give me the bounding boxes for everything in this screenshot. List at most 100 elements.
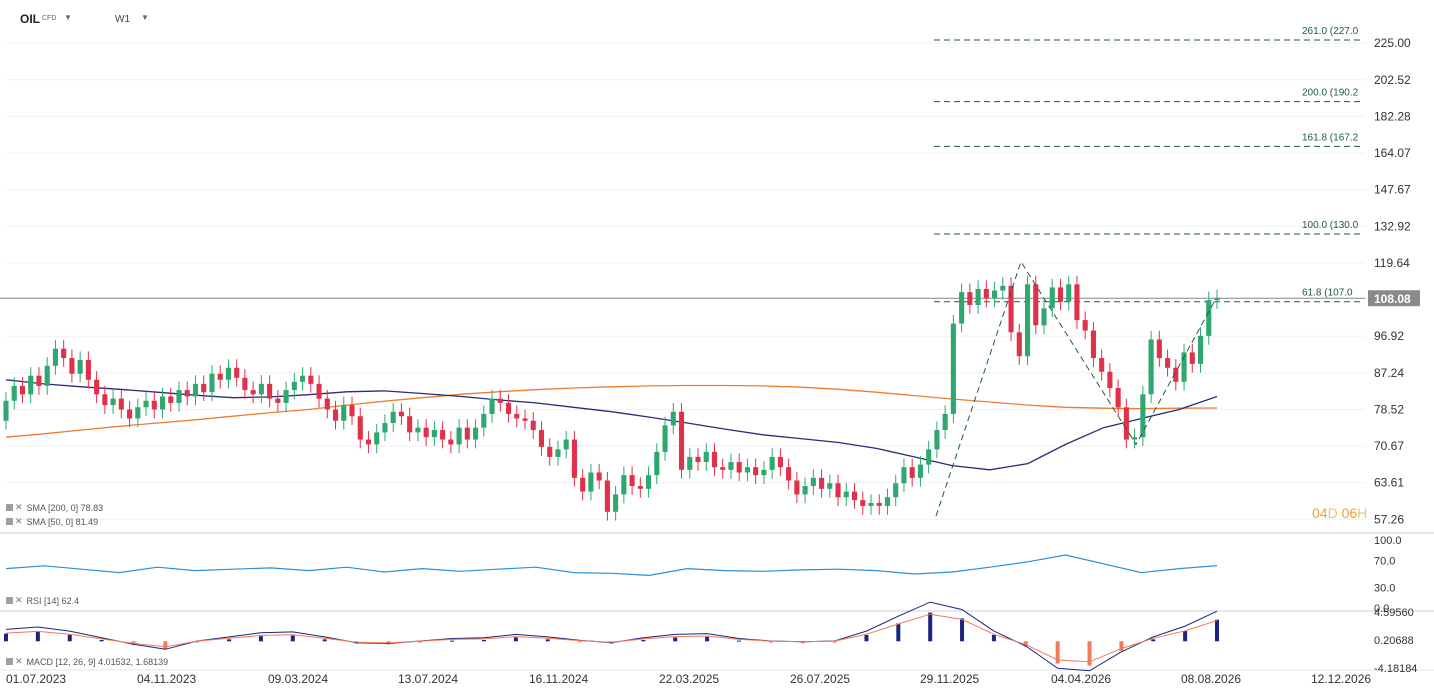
candle-body [736,462,742,473]
candle-body [201,383,207,393]
candle-body [1115,388,1121,408]
current-price-tag [1368,290,1420,307]
candle-body [489,398,495,414]
close-icon[interactable]: ✕ [15,656,23,666]
settings-icon[interactable] [6,518,13,525]
macd-bar [991,634,996,642]
candle-body [744,467,750,473]
sma200-legend[interactable]: ✕ SMA [200, 0] 78.83 [6,502,103,513]
candle-body [291,381,297,391]
candle-body [720,467,726,470]
candle-body [332,409,339,421]
candle-body [44,365,50,386]
macd-bar [482,640,487,642]
candle-body [1156,339,1162,359]
candle-body [308,375,314,384]
candle-body [283,390,289,403]
candle-body [1041,308,1047,326]
candle-body [110,398,116,406]
rsi-tick-label: 100.0 [1374,535,1402,547]
candle-body [1165,358,1171,368]
candle-body [176,390,182,403]
candle-body [258,383,264,395]
sma50-line [5,379,1218,471]
candle-body [983,288,989,299]
candle-body [802,486,808,495]
timeframe-selector[interactable]: W1 [115,14,130,25]
candle-body [530,420,536,431]
candle-body [942,413,948,431]
close-icon[interactable]: ✕ [15,502,23,512]
candle-body [596,472,602,481]
price-tick-label: 164.07 [1374,146,1411,160]
macd-bar [4,633,8,642]
candle-body [1082,320,1088,331]
candle-body [415,427,421,433]
candle-body [975,288,981,305]
candle-body [1148,339,1154,395]
candle-body [1197,335,1204,364]
price-tick-label: 132.92 [1374,219,1411,233]
candle-body [909,467,915,478]
macd-bar [960,618,965,642]
macd-bar [67,634,72,642]
candle-body [860,500,866,506]
date-tick-label: 01.07.2023 [6,672,66,686]
close-icon[interactable]: ✕ [15,595,23,605]
macd-legend[interactable]: ✕ MACD [12, 26, 9] 4.01532, 1.68139 [6,656,168,667]
candle-body [118,398,124,410]
date-tick-label: 13.07.2024 [398,672,458,686]
price-tick-label: 119.64 [1374,256,1410,270]
macd-bar [258,636,263,642]
candle-body [1000,285,1006,291]
countdown-days: 04 [1312,505,1328,521]
rsi-legend[interactable]: ✕ RSI [14] 62.4 [6,595,79,606]
settings-icon[interactable] [6,658,13,665]
symbol-type: CFD [42,15,57,22]
macd-bar [290,635,295,642]
settings-icon[interactable] [6,504,13,511]
macd-bar [513,637,518,642]
date-tick-label: 22.03.2025 [659,672,719,686]
price-tick-label: 96.92 [1374,329,1404,343]
candle-body [555,449,561,457]
candle-body [992,290,998,299]
candle-body [456,427,462,445]
price-tick-label: 63.61 [1374,476,1404,490]
date-tick-label: 04.11.2023 [137,672,196,686]
candle-body [588,472,594,492]
macd-bar [1151,639,1156,642]
settings-icon[interactable] [6,597,13,604]
symbol-name[interactable]: OIL [20,12,40,26]
candle-body [374,432,380,445]
close-icon[interactable]: ✕ [15,516,23,526]
macd-bar [227,639,232,642]
candle-body [1099,358,1105,372]
candle-body [1008,285,1014,333]
symbol-dropdown-icon[interactable]: ▼ [64,13,72,22]
candle-body [753,467,759,476]
candle-body [580,477,586,492]
candle-body [629,475,635,487]
candle-body [365,439,372,445]
candle-body [85,359,91,380]
candle-body [184,390,190,397]
timeframe-dropdown-icon[interactable]: ▼ [141,13,149,22]
candle-body [1206,300,1212,336]
candle-body [19,385,26,395]
candle-body [11,385,17,401]
candle-body [786,467,792,481]
candle-body [324,398,330,410]
candle-body [621,475,627,495]
price-tick-label: 70.67 [1374,439,1404,453]
macd-bar [1023,641,1028,647]
macd-bar [641,640,646,642]
macd-bar [1087,641,1092,666]
price-tick-label: 147.67 [1374,183,1411,197]
sma50-legend[interactable]: ✕ SMA [50, 0] 81.49 [6,516,98,527]
candle-body [1033,284,1039,326]
candle-countdown: 04D 06H [1312,505,1367,521]
price-tick-label: 182.28 [1374,109,1411,123]
candle-body [695,456,701,463]
